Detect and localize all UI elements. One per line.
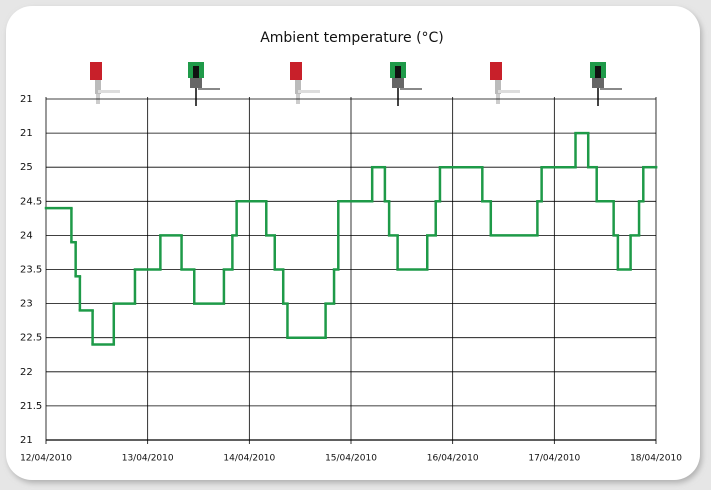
x-tick-label: 17/04/2010 [528,454,580,464]
y-tick-label: 22 [20,367,33,378]
valve-icons [90,62,622,106]
chart-title: Ambient temperature (°C) [260,30,444,46]
x-tick-label: 18/04/2010 [630,454,682,464]
valve-open [390,62,422,106]
valve-open [590,62,622,106]
y-tick-label: 24 [20,230,33,241]
y-tick-label: 21.5 [20,401,42,412]
y-tick-label: 22.5 [20,333,42,344]
x-tick-label: 13/04/2010 [122,454,174,464]
x-tick-label: 15/04/2010 [325,454,377,464]
y-tick-label: 25 [20,162,33,173]
x-tick-label: 12/04/2010 [20,454,72,464]
x-tick-label: 14/04/2010 [223,454,275,464]
y-tick-label: 24.5 [20,196,42,207]
x-tick-label: 16/04/2010 [427,454,479,464]
card [6,6,700,480]
y-tick-label: 21 [20,435,33,446]
y-tick-label: 21 [20,128,33,139]
valve-open [188,62,220,106]
y-tick-label: 23.5 [20,265,42,276]
y-tick-label: 23 [20,299,33,310]
y-tick-label: 21 [20,94,33,105]
